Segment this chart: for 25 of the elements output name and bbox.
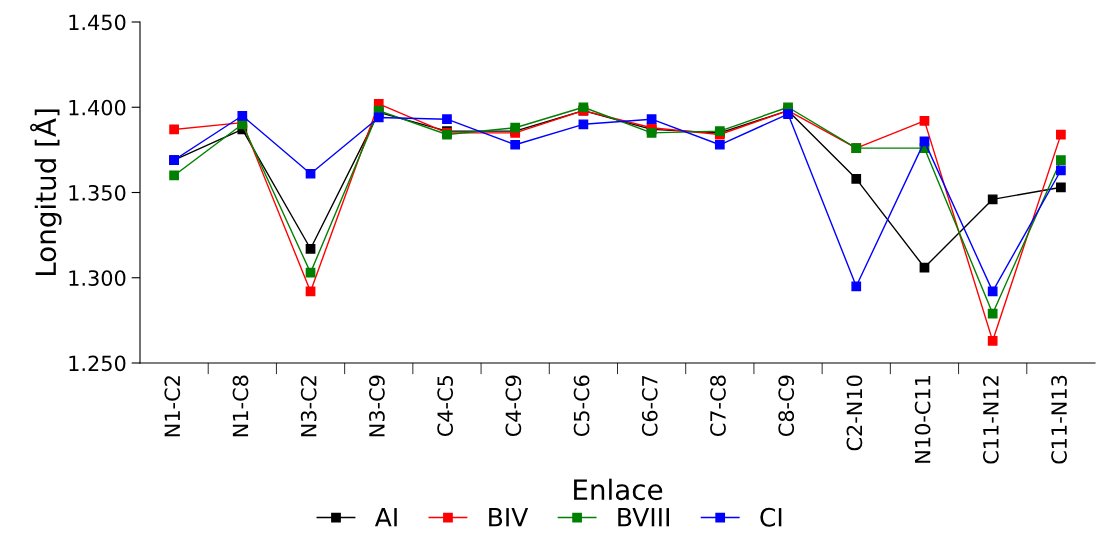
y-axis-title: Longitud [Å] <box>30 109 62 276</box>
y-tick-label: 1.450 <box>69 14 126 31</box>
x-tick-label: N1-C2 <box>164 376 181 437</box>
x-tick-label: C8-C9 <box>778 375 795 437</box>
x-tick-label: C2-N10 <box>846 375 863 451</box>
x-tick-label: N3-C2 <box>300 376 317 437</box>
x-tick-label: C5-C6 <box>573 375 590 437</box>
x-tick-label: C4-C5 <box>437 375 454 437</box>
legend-label: BIV <box>489 508 529 527</box>
x-tick-label: C11-N12 <box>982 376 999 464</box>
x-tick-label: N1-C8 <box>232 375 249 437</box>
y-tick-label: 1.300 <box>69 270 126 286</box>
x-tick-label: N10-C11 <box>914 376 931 463</box>
x-axis-title: Enlace <box>574 478 663 501</box>
legend-label: BVIII <box>618 508 669 527</box>
x-tick-label: N3-C9 <box>369 375 385 437</box>
legend-label: AI <box>374 508 397 527</box>
y-tick-label: 1.350 <box>69 184 126 201</box>
y-tick-label: 1.250 <box>69 355 126 372</box>
x-tick-label: C7-C8 <box>710 375 726 437</box>
legend-label: CI <box>760 507 782 527</box>
x-tick-label: C11-N13 <box>1051 375 1067 464</box>
x-tick-label: C4-C9 <box>505 375 522 437</box>
y-tick-label: 1.400 <box>69 99 126 116</box>
x-tick-label: C6-C7 <box>641 375 658 437</box>
